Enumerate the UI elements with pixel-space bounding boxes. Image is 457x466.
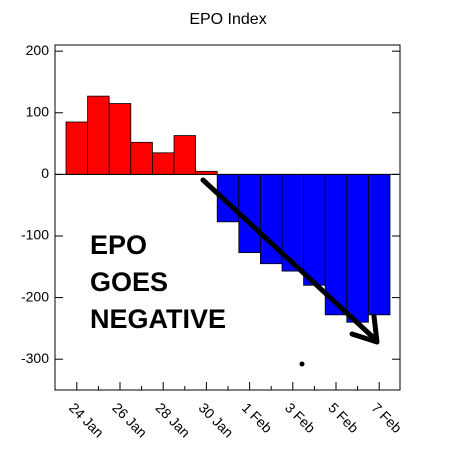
annotation: EPO: [90, 230, 147, 260]
bar: [65, 121, 89, 175]
y-tick-label: 0: [41, 165, 49, 181]
bar: [130, 141, 153, 175]
bar: [173, 135, 197, 175]
y-tick-label: -100: [21, 227, 49, 243]
dot: [299, 361, 305, 367]
x-tick-label: 3 Feb: [282, 399, 319, 436]
y-tick-label: 100: [26, 103, 50, 119]
bar: [346, 173, 369, 323]
arrow-head: [349, 313, 380, 345]
x-tick-label: 5 Feb: [325, 399, 362, 436]
y-tick-label: -300: [21, 350, 49, 366]
bar: [108, 103, 132, 175]
y-tick-label: 200: [26, 42, 50, 58]
bar: [87, 95, 110, 175]
x-tick-label: 26 Jan: [109, 399, 150, 440]
x-tick-label: 24 Jan: [66, 399, 107, 440]
y-tick-label: -200: [21, 288, 49, 304]
bar: [151, 152, 175, 175]
x-tick-label: 7 Feb: [368, 399, 405, 436]
x-tick-label: 30 Jan: [196, 399, 237, 440]
arrow-shaft: [200, 177, 379, 343]
x-tick-label: 28 Jan: [152, 399, 193, 440]
chart-title: EPO Index: [189, 11, 266, 28]
bar: [303, 173, 326, 286]
annotation: GOES: [90, 267, 168, 297]
x-tick-label: 1 Feb: [239, 399, 276, 436]
bar: [367, 173, 391, 316]
annotation: NEGATIVE: [90, 304, 226, 334]
